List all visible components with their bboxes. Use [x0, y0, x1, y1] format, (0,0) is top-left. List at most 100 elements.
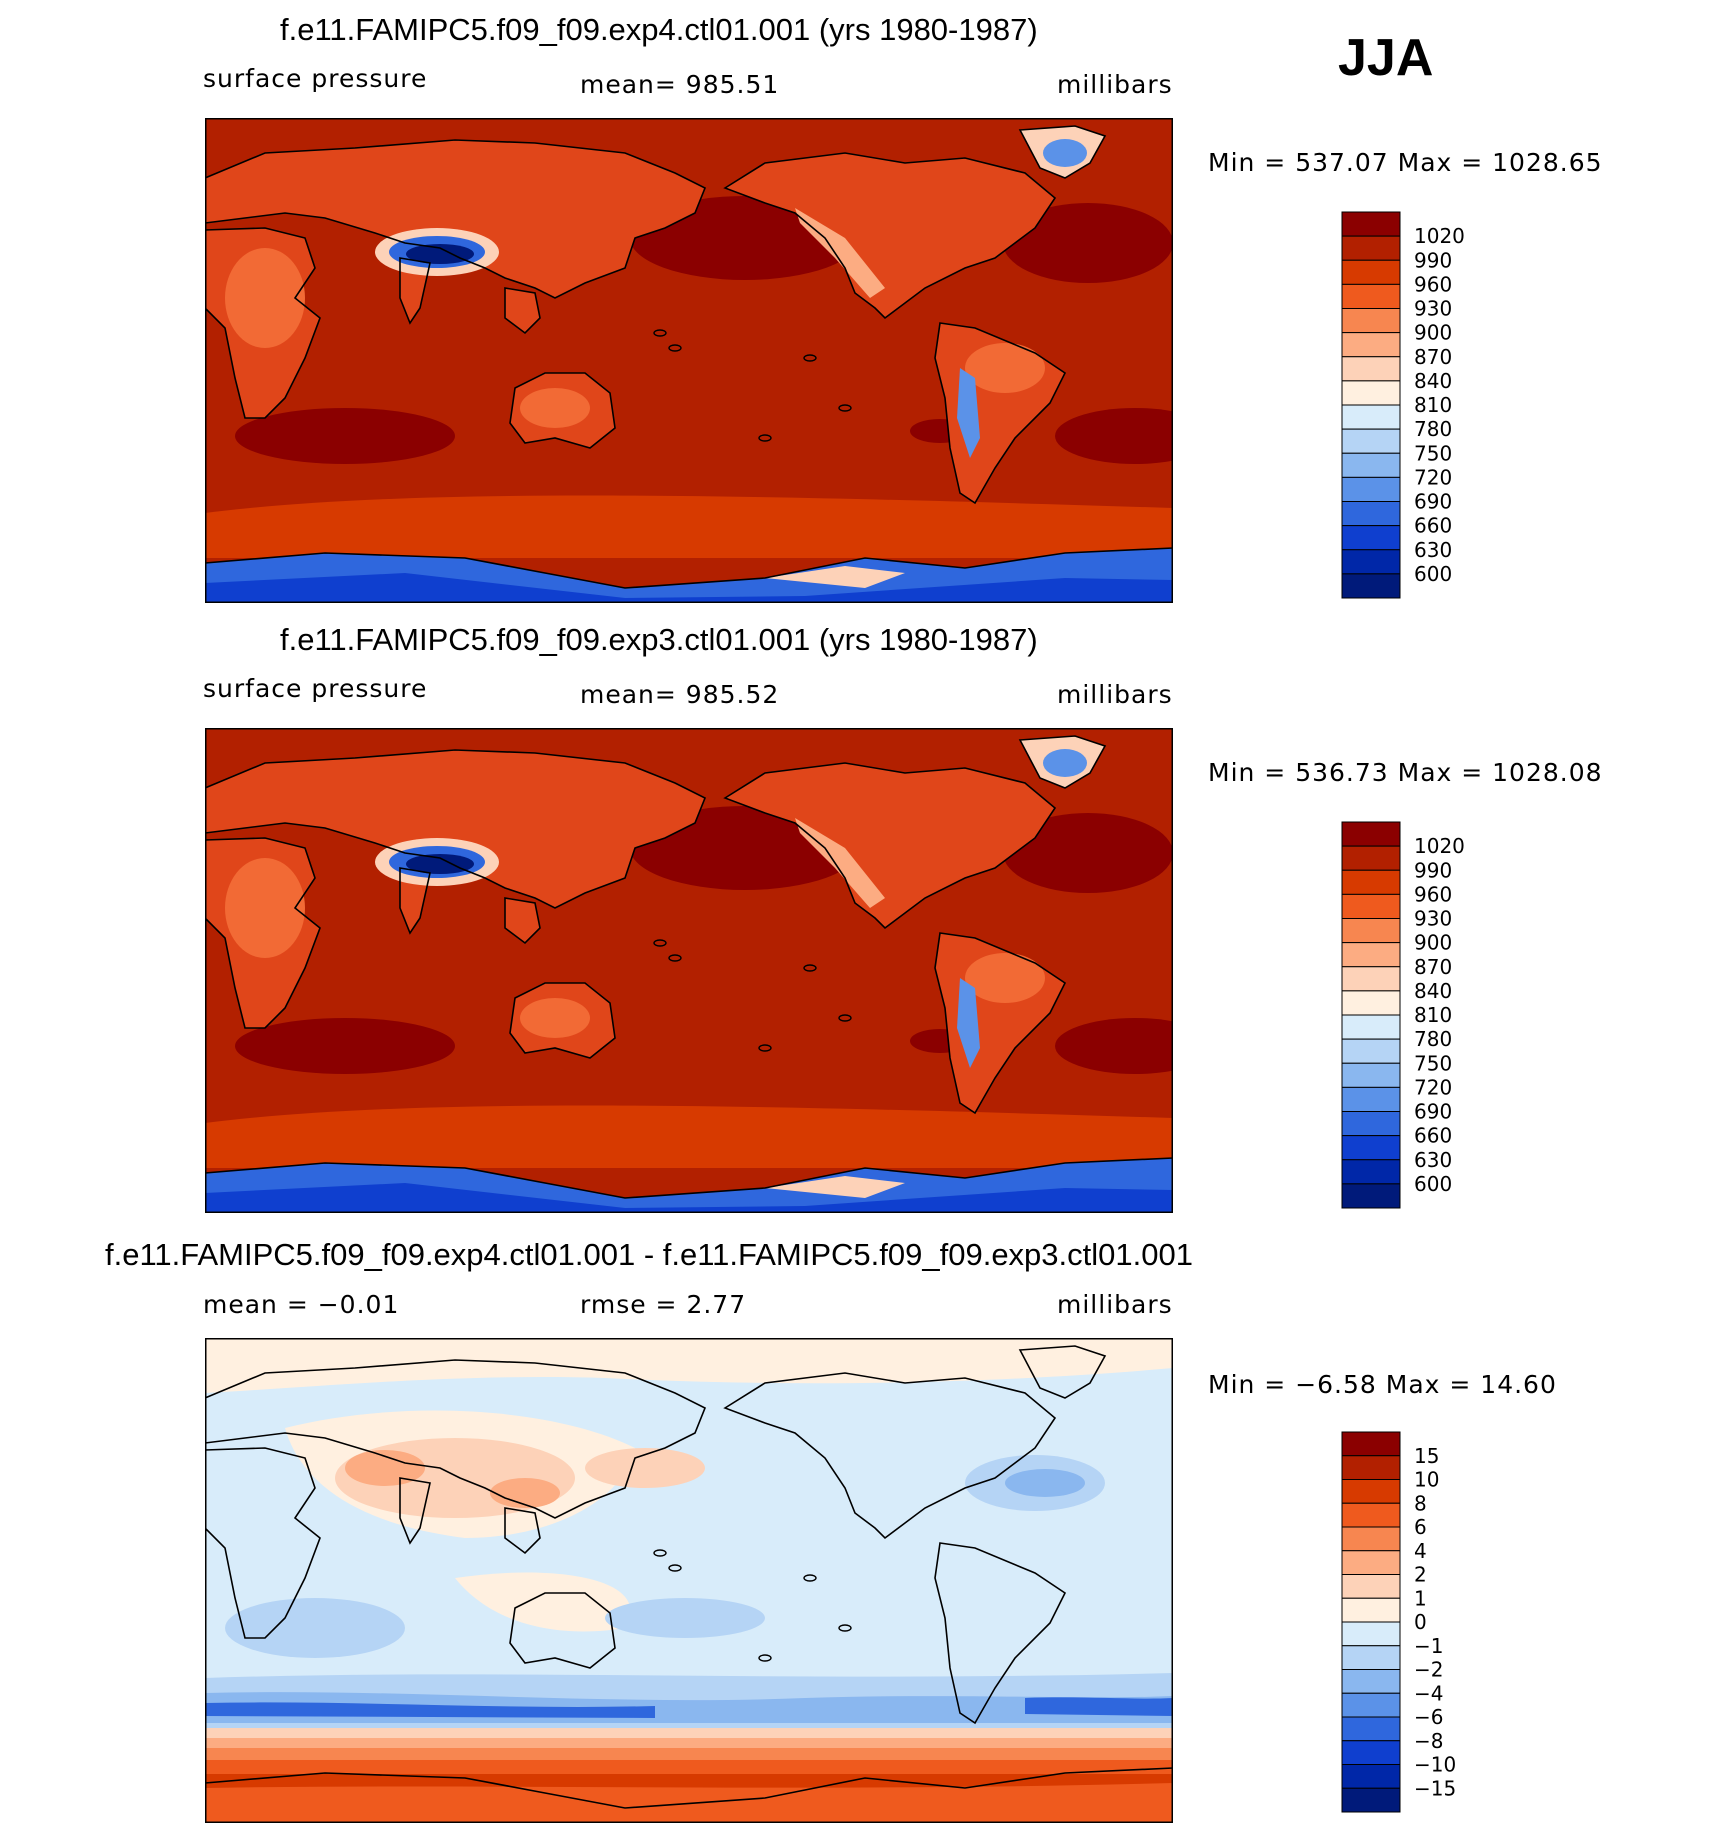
colorbar-swatch: [1341, 1740, 1401, 1765]
colorbar-swatch: [1341, 332, 1401, 358]
panel-1-field-label: surface pressure: [203, 64, 428, 93]
panel-1-title: f.e11.FAMIPC5.f09_f09.exp4.ctl01.001 (yr…: [280, 12, 1038, 47]
colorbar-label: 840: [1414, 979, 1452, 1003]
colorbar-swatch: [1341, 283, 1401, 309]
colorbar-swatch: [1341, 1526, 1401, 1552]
colorbar-swatch: [1341, 525, 1401, 551]
colorbar-label: 720: [1414, 1075, 1452, 1099]
colorbar-swatch: [1341, 1111, 1401, 1137]
colorbar-swatch: [1341, 1062, 1401, 1088]
panel-2-units: millibars: [1057, 680, 1173, 709]
colorbar-swatch: [1341, 1431, 1401, 1457]
colorbar-label: 1020: [1414, 224, 1465, 248]
colorbar-label: 750: [1414, 1051, 1452, 1075]
colorbar-swatch: [1341, 1183, 1401, 1209]
colorbar-label: 810: [1414, 1003, 1452, 1027]
colorbar-label: 0: [1414, 1610, 1427, 1634]
colorbar-swatch: [1341, 1645, 1401, 1670]
colorbar-label: −15: [1414, 1776, 1456, 1800]
colorbar-label: 690: [1414, 490, 1452, 514]
colorbar-label: 990: [1414, 858, 1452, 882]
colorbar-label: 960: [1414, 272, 1452, 296]
colorbar-label: 930: [1414, 907, 1452, 931]
colorbar-swatch: [1341, 476, 1401, 502]
colorbar-label: 750: [1414, 441, 1452, 465]
colorbar-label: 8: [1414, 1491, 1427, 1515]
colorbar-swatch: [1341, 428, 1401, 454]
colorbar-label: 1: [1414, 1586, 1427, 1610]
colorbar-swatch: [1341, 1597, 1401, 1623]
colorbar-label: 870: [1414, 345, 1452, 369]
colorbar-label: 630: [1414, 1148, 1452, 1172]
colorbar-label: 780: [1414, 417, 1452, 441]
panel-2-title: f.e11.FAMIPC5.f09_f09.exp3.ctl01.001 (yr…: [280, 622, 1038, 657]
colorbar-label: −4: [1414, 1681, 1443, 1705]
colorbar-swatch: [1341, 1159, 1401, 1185]
colorbar-swatch: [1341, 549, 1401, 575]
panel-2-map: [205, 728, 1173, 1213]
colorbar-swatch: [1341, 1014, 1401, 1040]
colorbar-label: 660: [1414, 1124, 1452, 1148]
colorbar-swatch: [1341, 1764, 1401, 1789]
colorbar-label: 690: [1414, 1100, 1452, 1124]
colorbar-label: 780: [1414, 1027, 1452, 1051]
colorbar-swatch: [1341, 211, 1401, 237]
colorbar-label: 10: [1414, 1468, 1439, 1492]
colorbar-label: −2: [1414, 1658, 1443, 1682]
colorbar-label: 600: [1414, 562, 1452, 586]
panel-2-mean: mean= 985.52: [580, 680, 780, 709]
colorbar-swatch: [1341, 893, 1401, 919]
colorbar-label: 600: [1414, 1172, 1452, 1196]
colorbar-label: −6: [1414, 1705, 1443, 1729]
colorbar-swatch: [1341, 573, 1401, 599]
colorbar-label: 900: [1414, 321, 1452, 345]
panel-3-map: [205, 1338, 1173, 1823]
colorbar-swatch: [1341, 1135, 1401, 1161]
colorbar-swatch: [1341, 845, 1401, 871]
colorbar-swatch: [1341, 1787, 1401, 1813]
colorbar-swatch: [1341, 990, 1401, 1016]
colorbar-label: 720: [1414, 465, 1452, 489]
panel-3-units: millibars: [1057, 1290, 1173, 1319]
colorbar-swatch: [1341, 380, 1401, 406]
colorbar-swatch: [1341, 821, 1401, 847]
colorbar-swatch: [1341, 308, 1401, 334]
panel-2-field-label: surface pressure: [203, 674, 428, 703]
colorbar-swatch: [1341, 966, 1401, 992]
colorbar-swatch: [1341, 1455, 1401, 1480]
colorbar-swatch: [1341, 1692, 1401, 1718]
panel-3-title: f.e11.FAMIPC5.f09_f09.exp4.ctl01.001 - f…: [105, 1237, 1193, 1272]
colorbar-label: 630: [1414, 538, 1452, 562]
panel-1-map: [205, 118, 1173, 603]
colorbar-swatch: [1341, 259, 1401, 285]
colorbar-swatch: [1341, 1716, 1401, 1742]
colorbar-swatch: [1341, 869, 1401, 895]
colorbar-swatch: [1341, 501, 1401, 527]
panel-3-minmax: Min = −6.58 Max = 14.60: [1208, 1370, 1557, 1399]
colorbar-swatch: [1341, 1621, 1401, 1647]
colorbar-swatch: [1341, 1086, 1401, 1112]
colorbar-swatch: [1341, 942, 1401, 968]
colorbar-label: 810: [1414, 393, 1452, 417]
colorbar-swatch: [1341, 452, 1401, 478]
colorbar-label: 870: [1414, 955, 1452, 979]
season-label: JJA: [1338, 29, 1434, 87]
colorbar-label: 4: [1414, 1539, 1427, 1563]
colorbar-label: 840: [1414, 369, 1452, 393]
colorbar-swatch: [1341, 356, 1401, 382]
colorbar-swatch: [1341, 235, 1401, 261]
colorbar-swatch: [1341, 1550, 1401, 1575]
panel-2-minmax: Min = 536.73 Max = 1028.08: [1208, 758, 1603, 787]
panel-3-mean: mean = −0.01: [203, 1290, 400, 1319]
panel-1-colorbar: 1020990960930900870840810780750720690660…: [1341, 211, 1465, 599]
panel-3-rmse: rmse = 2.77: [580, 1290, 747, 1319]
colorbar-swatch: [1341, 1669, 1401, 1694]
colorbar-label: −10: [1414, 1753, 1456, 1777]
colorbar-label: 990: [1414, 248, 1452, 272]
colorbar-label: 1020: [1414, 834, 1465, 858]
panel-1-mean: mean= 985.51: [580, 70, 780, 99]
colorbar-swatch: [1341, 1502, 1401, 1528]
colorbar-label: 2: [1414, 1563, 1427, 1587]
panel-1-minmax: Min = 537.07 Max = 1028.65: [1208, 148, 1603, 177]
